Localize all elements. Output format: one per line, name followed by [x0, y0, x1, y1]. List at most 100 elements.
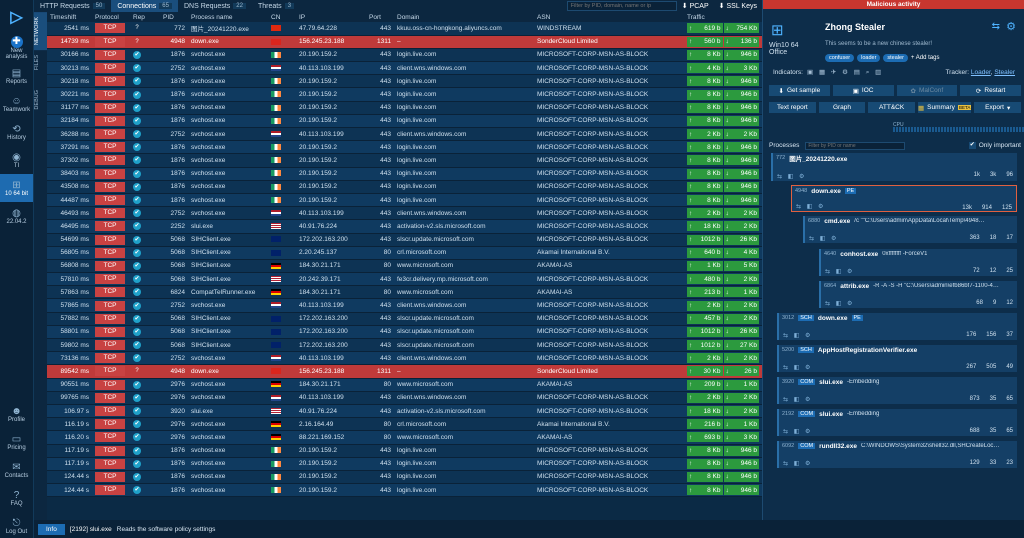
tab-http-requests[interactable]: HTTP Requests 50 [34, 0, 111, 12]
table-row[interactable]: 30166 ms TCP ✔ 1876 svchost.exe 20.190.159.2 4… [47, 48, 762, 63]
connections-filter-input[interactable] [566, 1, 677, 11]
process-item[interactable]: 4948 down.exe PE ⇆ ◧ ⚙ 13k 914 125 [791, 185, 1017, 212]
ioc-button[interactable]: ▣ IOC [832, 85, 894, 96]
col-domain[interactable]: Domain [394, 12, 534, 22]
table-row[interactable]: 116.19 s TCP ✔ 2976 svchost.exe 2.16.164.49 80… [47, 417, 762, 432]
table-row[interactable]: 56808 ms TCP ✔ 5068 SIHClient.exe 184.30.21.1… [47, 259, 762, 274]
ssl-keys-button[interactable]: ⬇ SSL Keys [718, 2, 757, 11]
col-ip[interactable]: IP [296, 12, 366, 22]
table-row[interactable]: 116.20 s TCP ✔ 2976 svchost.exe 88.221.169.15… [47, 430, 762, 445]
nav-item-report[interactable]: ▤ Reports [0, 62, 33, 90]
nav-item-faq[interactable]: ? FAQ [0, 484, 33, 512]
table-row[interactable]: 59802 ms TCP ✔ 5068 SIHClient.exe 172.202.163… [47, 338, 762, 353]
col-timeshift[interactable]: Timeshift [47, 12, 92, 22]
tab-dns-requests[interactable]: DNS Requests 22 [178, 0, 252, 12]
table-row[interactable]: 54699 ms TCP ✔ 5068 SIHClient.exe 172.202.163… [47, 233, 762, 247]
col-asn[interactable]: ASN [534, 12, 684, 22]
process-item[interactable]: 3012 SCH down.exe PE ⇆ ◧ ⚙ 176 156 37 [777, 313, 1017, 340]
tab-connections[interactable]: Connections 65 [111, 0, 178, 12]
malconf-button[interactable]: ✿ MalConf [896, 85, 958, 96]
nav-item-contacts[interactable]: ✉ Contacts [0, 456, 33, 484]
table-row[interactable]: 106.97 s TCP ✔ 3920 slui.exe 40.91.76.224 443 a… [47, 404, 762, 419]
process-filter-input[interactable] [805, 141, 906, 150]
add-tags-button[interactable]: + Add tags [910, 55, 940, 61]
nav-item-arrows[interactable]: ✚ New analysis [0, 34, 33, 62]
table-row[interactable]: 124.44 s TCP ✔ 1876 svchost.exe 20.190.159.2 4… [47, 470, 762, 485]
nav-item-profile[interactable]: ☻ Profile [0, 400, 33, 428]
nav-item-teamwork[interactable]: ☺ Teamwork [0, 90, 33, 118]
process-item[interactable]: 6092 COM rundll32.exe C:\WINDOWS\System32\s… [777, 441, 1017, 468]
table-row[interactable]: 56805 ms TCP ✔ 5068 SIHClient.exe 2.20.245.13… [47, 246, 762, 260]
table-row[interactable]: 58801 ms TCP ✔ 5068 SIHClient.exe 172.202.163… [47, 325, 762, 340]
only-important-toggle[interactable]: ✔ Only important [968, 142, 1021, 149]
process-item[interactable]: 5200 SCH AppHostRegistrationVerifier.exe ⇆ … [777, 345, 1017, 372]
table-row[interactable]: 99765 ms TCP ✔ 2976 svchost.exe 40.113.103.19… [47, 391, 762, 405]
tracker-link-loader[interactable]: Loader [970, 68, 991, 76]
nav-item-windows[interactable]: ⊞ 10 64 bit [0, 174, 33, 202]
table-row[interactable]: 117.19 s TCP ✔ 1876 svchost.exe 20.190.159.2 4… [47, 444, 762, 458]
table-row[interactable]: 37291 ms TCP ✔ 1876 svchost.exe 20.190.159.2 4… [47, 140, 762, 155]
vtab-files[interactable]: FILES [34, 55, 40, 71]
table-row[interactable]: 30213 ms TCP ✔ 2752 svchost.exe 40.113.103.19… [47, 61, 762, 76]
tracker-link-stealer[interactable]: Stealer [994, 68, 1015, 76]
attck-button[interactable]: ATT&CK [868, 102, 915, 113]
summary-button[interactable]: ▦ Summary BETA [917, 102, 972, 113]
table-row[interactable]: 2541 ms TCP? 772 图片_20241220.exe 47.79.64.22… [47, 22, 762, 36]
col-port[interactable]: Port [366, 12, 394, 22]
table-row[interactable]: 14739 ms TCP? 4948 down.exe 156.245.23.188 13… [47, 35, 762, 49]
table-row[interactable]: 57810 ms TCP ✔ 5068 SIHClient.exe 20.242.39.1… [47, 272, 762, 287]
nav-item-ubuntu[interactable]: ◍ 22.04.2 [0, 202, 33, 230]
tab-threats[interactable]: Threats 3 [252, 0, 300, 12]
nav-item-pricing[interactable]: ▭ Pricing [0, 428, 33, 456]
process-item[interactable]: 2192 COM slui.exe -Embedding ⇆ ◧ ⚙ 688 35 65 [777, 409, 1017, 436]
table-row[interactable]: 117.19 s TCP ✔ 1876 svchost.exe 20.190.159.2 4… [47, 457, 762, 471]
table-row[interactable]: 43508 ms TCP ✔ 1876 svchost.exe 20.190.159.2 4… [47, 180, 762, 194]
share-icon[interactable]: ⇆ [991, 21, 1000, 32]
pcap-button[interactable]: ⬇ PCAP [681, 2, 709, 11]
process-item[interactable]: 6864 attrib.exe -R -A -S -H "C:\Users\admi… [819, 281, 1017, 308]
table-row[interactable]: 30221 ms TCP ✔ 1876 svchost.exe 20.190.159.2 4… [47, 87, 762, 102]
vtab-network[interactable]: NETWORK [34, 12, 47, 51]
table-row[interactable]: 46495 ms TCP ✔ 2252 slui.exe 40.91.76.224 443 a… [47, 219, 762, 234]
anyrun-logo[interactable]: ▷ [10, 9, 23, 26]
table-row[interactable]: 44487 ms TCP ✔ 1876 svchost.exe 20.190.159.2 4… [47, 193, 762, 208]
table-row[interactable]: 31177 ms TCP ✔ 1876 svchost.exe 20.190.159.2 4… [47, 101, 762, 115]
gear-icon[interactable]: ⚙ [1006, 21, 1016, 33]
nav-item-ti[interactable]: ◉ TI [0, 146, 33, 174]
col-pid[interactable]: PID [160, 12, 188, 22]
col-rep[interactable]: Rep [130, 12, 160, 22]
table-row[interactable]: 30218 ms TCP ✔ 1876 svchost.exe 20.190.159.2 4… [47, 74, 762, 89]
tag-confuser[interactable]: confuser [825, 54, 855, 62]
table-row[interactable]: 46493 ms TCP ✔ 2752 svchost.exe 40.113.103.19… [47, 206, 762, 221]
process-item[interactable]: 6880 cmd.exe/c ""C:\Users\admin\AppData\L… [803, 216, 1017, 243]
table-row[interactable]: 73136 ms TCP ✔ 2752 svchost.exe 40.113.103.19… [47, 351, 762, 366]
process-item[interactable]: 3920 COM slui.exe -Embedding ⇆ ◧ ⚙ 873 35 65 [777, 377, 1017, 404]
table-row[interactable]: 57863 ms TCP ✔ 6824 CompatTelRunner.exe 184.3… [47, 285, 762, 300]
checkbox[interactable]: ✔ [968, 142, 976, 149]
table-row[interactable]: 124.44 s TCP ✔ 1876 svchost.exe 20.190.159.2 4… [47, 483, 762, 498]
table-row[interactable]: 57882 ms TCP ✔ 5068 SIHClient.exe 172.202.163… [47, 312, 762, 326]
restart-button[interactable]: ⟳ Restart [960, 85, 1021, 96]
vtab-debug[interactable]: DEBUG [34, 90, 40, 110]
table-row[interactable]: 57865 ms TCP ✔ 2752 svchost.exe 40.113.103.19… [47, 298, 762, 313]
col-process-name[interactable]: Process name [188, 12, 268, 22]
table-row[interactable]: 90551 ms TCP ✔ 2976 svchost.exe 184.30.21.171… [47, 378, 762, 392]
table-row[interactable]: 38403 ms TCP ✔ 1876 svchost.exe 20.190.159.2 4… [47, 167, 762, 181]
table-row[interactable]: 36288 ms TCP ✔ 2752 svchost.exe 40.113.103.19… [47, 127, 762, 142]
table-row[interactable]: 89542 ms TCP? 4948 down.exe 156.245.23.188 13… [47, 364, 762, 379]
nav-item-history[interactable]: ⟲ History [0, 118, 33, 146]
col-protocol[interactable]: Protocol [92, 12, 130, 22]
tag-stealer[interactable]: stealer [883, 54, 908, 62]
text-report-button[interactable]: Text report [769, 102, 816, 113]
table-row[interactable]: 37302 ms TCP ✔ 1876 svchost.exe 20.190.159.2 4… [47, 153, 762, 168]
export-button[interactable]: Export ▾ [974, 102, 1022, 113]
get-sample-button[interactable]: ⬇ Get sample [769, 85, 830, 96]
tag-loader[interactable]: loader [857, 54, 881, 62]
info-badge[interactable]: Info [38, 523, 65, 535]
nav-item-logout[interactable]: ⎋ Log Out [0, 512, 33, 538]
process-item[interactable]: 4640 conhost.exe 0xffffffff -ForceV1 ⇆ ◧ ⚙ 7… [819, 249, 1017, 276]
col-cn[interactable]: CN [268, 12, 296, 22]
col-traffic[interactable]: Traffic [684, 12, 762, 22]
process-item[interactable]: 772 图片_20241220.exe ⇆ ◧ ⚙ 1k 3k 96 [771, 153, 1017, 181]
graph-button[interactable]: Graph [818, 102, 866, 113]
